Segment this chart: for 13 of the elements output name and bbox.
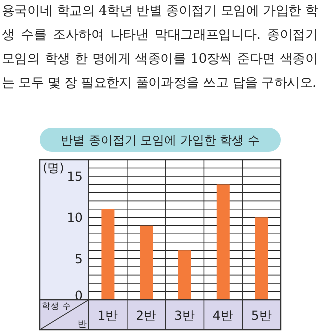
text: (명) — [43, 161, 64, 175]
x-tick-label: 5반 — [251, 308, 272, 323]
y-tick-label: 15 — [67, 168, 83, 184]
y-tick-label: 5 — [75, 251, 83, 266]
x-tick-label: 4반 — [212, 308, 234, 323]
y-tick-label: 10 — [67, 210, 84, 226]
x-tick-label: 3반 — [174, 308, 196, 323]
x-axis-title: 반 — [78, 320, 87, 330]
y-axis-title: 학생 수 — [42, 302, 72, 312]
chart-subtitle: 용국이네 학교의 4학년 반별 종이접기 모임에 가입한 학생 수를 조사하여 나타낸 막대그래프입니다. 종이접기 모임의 학생 한 명에게 색종이를 10장씩 준다면 색종이는 모두 몇 장 필요한지 풀이과정을 쓰고 답을 구하시오. — [2, 3, 318, 93]
x-tick-label: 1반 — [98, 308, 119, 323]
chart-title: 반별 종이접기 모임에 가입한 학생 수 — [60, 134, 260, 148]
x-tick-label: 2반 — [136, 308, 158, 323]
